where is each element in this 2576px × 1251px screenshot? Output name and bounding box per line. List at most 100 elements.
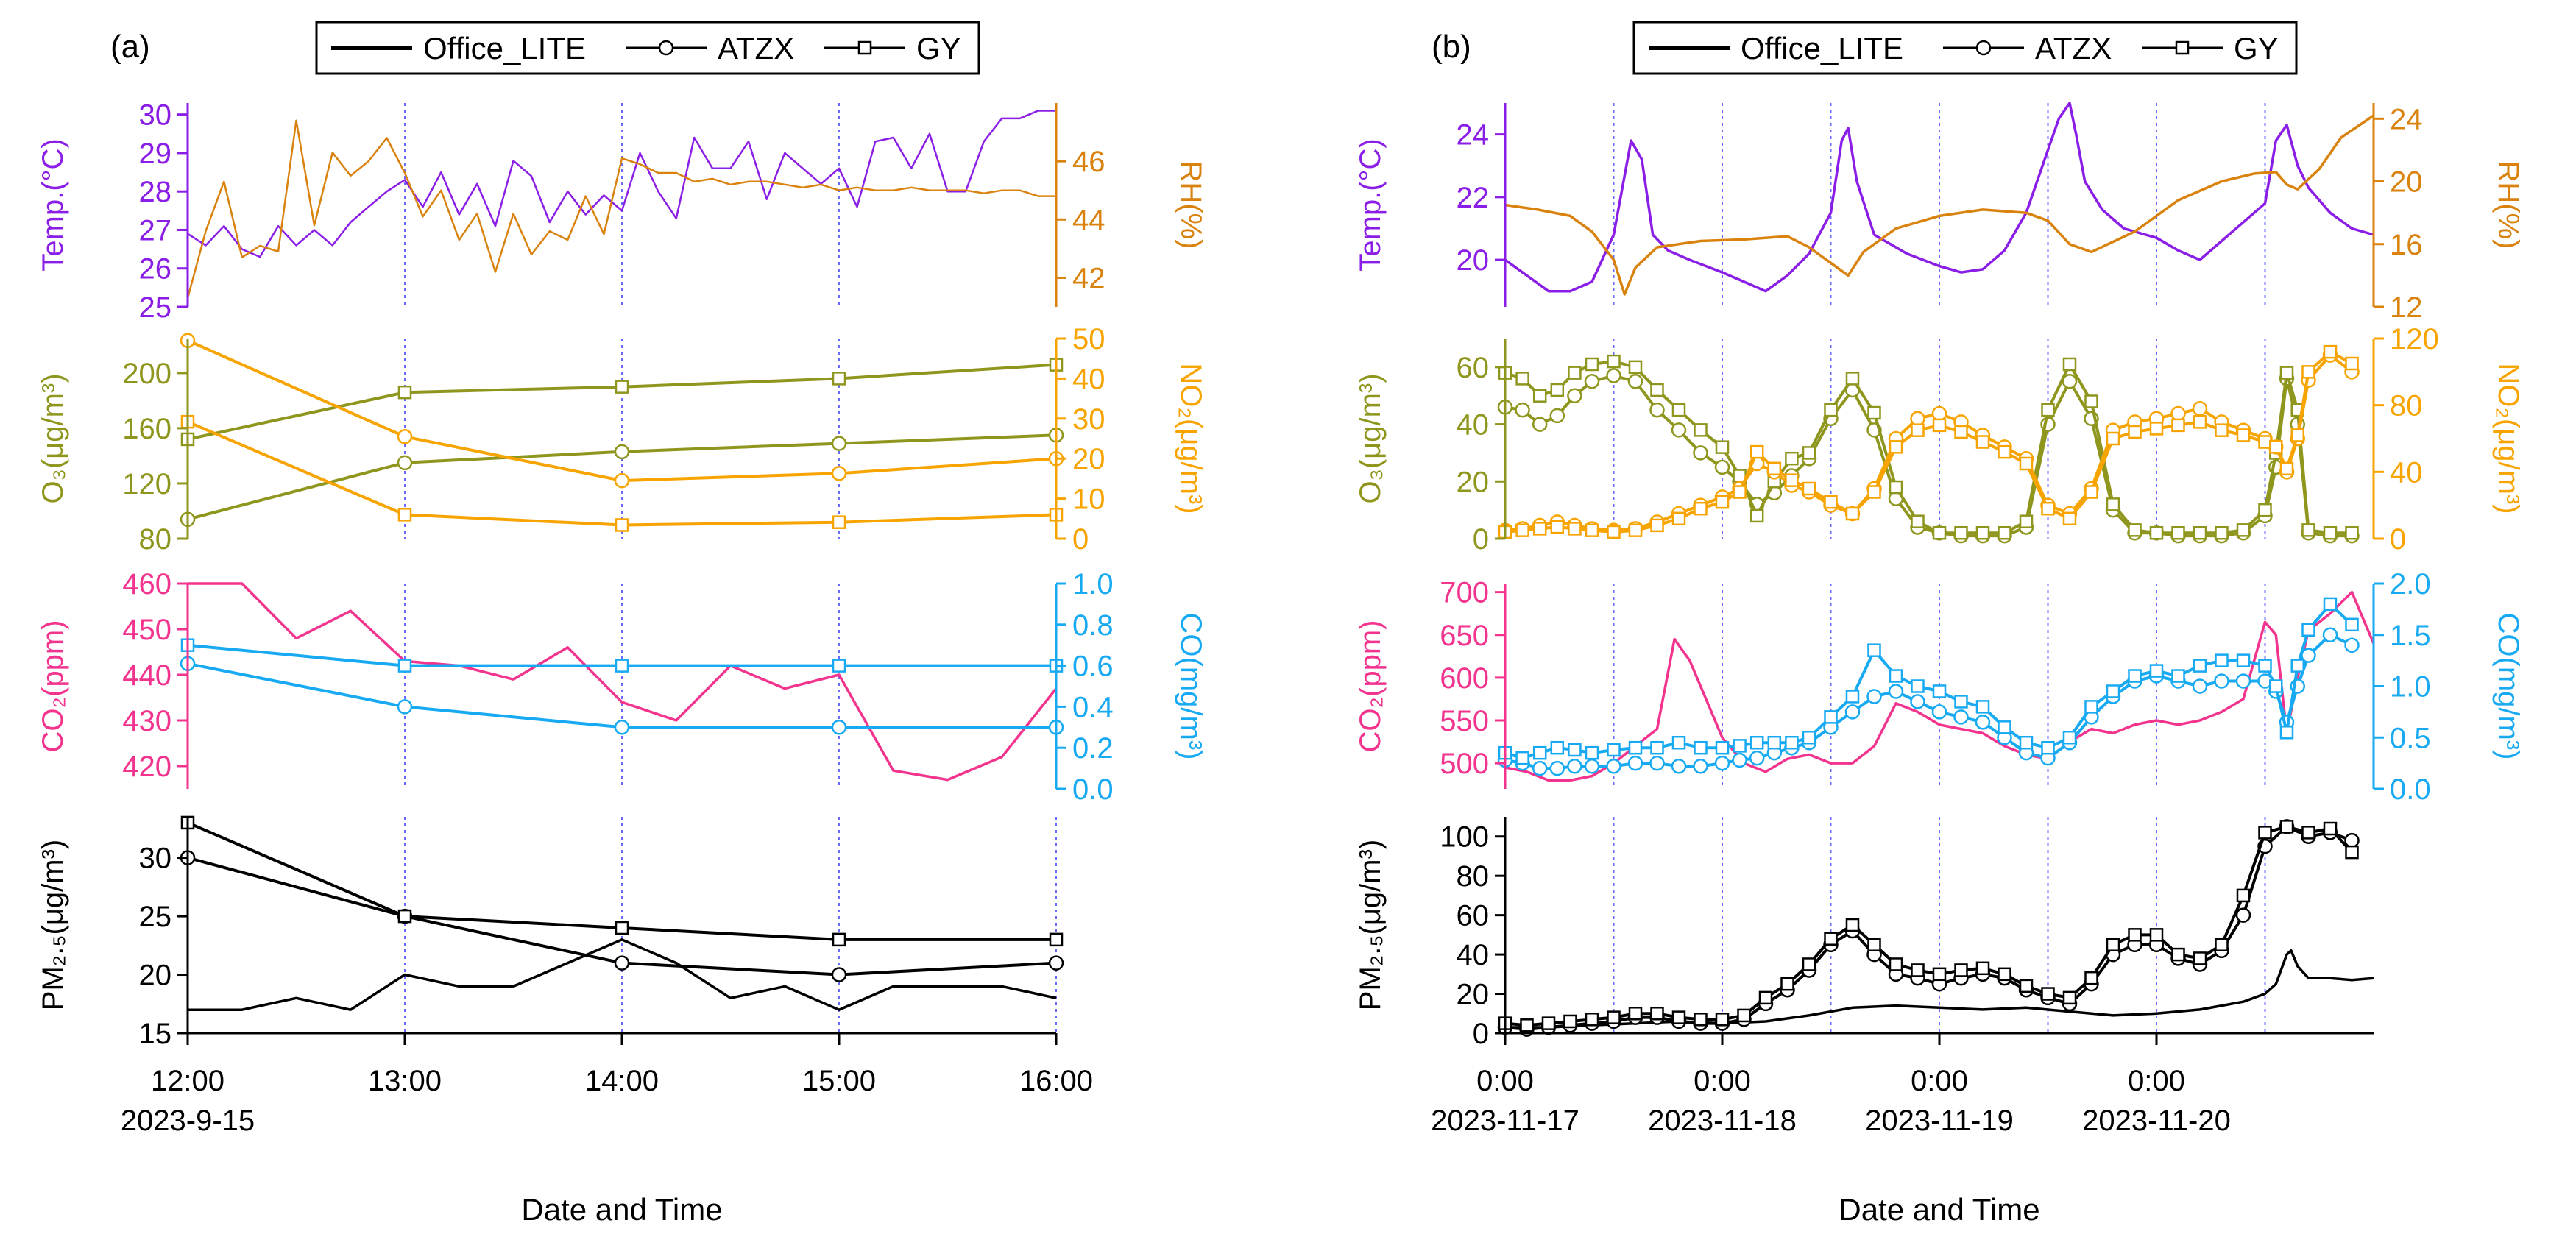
data-point — [1911, 679, 1925, 693]
data-point — [2258, 503, 2272, 517]
data-point — [615, 921, 629, 935]
series-line — [1504, 374, 2352, 538]
left-tick-label: 420 — [122, 751, 171, 783]
data-point — [1780, 977, 1794, 991]
right-tick-label: 30 — [1072, 403, 1105, 436]
data-point — [1693, 759, 1708, 774]
right-tick-label: 46 — [1072, 146, 1105, 178]
x-tick-label: 0:00 — [1911, 1065, 1968, 1097]
data-point — [2106, 431, 2120, 446]
data-point — [1049, 932, 1064, 947]
left-tick-label: 460 — [122, 568, 171, 600]
data-point — [1733, 485, 1747, 499]
right-axis-label: RH(%) — [2492, 161, 2524, 249]
left-tick-label: 450 — [122, 614, 171, 646]
right-tick-label: 20 — [2390, 166, 2423, 199]
data-point — [2193, 525, 2207, 540]
panel-label: (a) — [110, 29, 150, 65]
data-point — [1931, 704, 1947, 720]
left-axis-label: Temp.(°C) — [1354, 138, 1387, 271]
x-tick-label: 0:00 — [1476, 1065, 1534, 1097]
data-point — [1671, 759, 1687, 774]
right-tick-label: 0 — [2390, 523, 2406, 556]
legend-marker — [1975, 40, 1992, 56]
data-point — [2345, 845, 2359, 860]
data-point — [1802, 957, 1816, 971]
data-point — [2345, 356, 2359, 371]
data-point — [1584, 759, 1600, 774]
x-tick-label: 14:00 — [585, 1065, 659, 1097]
left-tick-label: 22 — [1457, 182, 1490, 214]
right-tick-label: 0.2 — [1072, 732, 1114, 765]
legend-label: GY — [2234, 31, 2279, 65]
series-line — [1504, 114, 2374, 296]
right-tick-label: 50 — [1072, 323, 1105, 355]
data-point — [2290, 659, 2304, 673]
x-date-label: 2023-11-20 — [2082, 1105, 2231, 1137]
data-point — [1867, 485, 1881, 499]
data-point — [1694, 423, 1708, 437]
left-tick-label: 25 — [139, 291, 172, 324]
data-point — [1758, 990, 1773, 1005]
data-point — [1650, 383, 1664, 397]
data-point — [1910, 694, 1925, 709]
data-point — [2084, 394, 2098, 408]
series-line — [1504, 590, 2375, 782]
data-point — [1802, 731, 1816, 745]
left-tick-label: 0 — [1473, 523, 1489, 556]
data-point — [1048, 955, 1064, 971]
data-point — [1607, 743, 1621, 757]
x-tick-label: 13:00 — [368, 1065, 442, 1097]
data-point — [1563, 1014, 1577, 1029]
x-axis-title: Date and Time — [1839, 1192, 2039, 1227]
right-axis-label: NO₂(μg/m³) — [2492, 363, 2524, 514]
data-point — [832, 515, 846, 529]
data-point — [1515, 523, 1529, 537]
data-point — [1532, 745, 1547, 760]
right-tick-label: 0.8 — [1072, 609, 1114, 642]
data-point — [1627, 755, 1643, 771]
left-axis-label: O₃(μg/m³) — [37, 373, 69, 503]
data-point — [2236, 653, 2251, 667]
data-point — [2279, 726, 2294, 740]
left-tick-label: 15 — [139, 1018, 172, 1050]
data-point — [2149, 928, 2164, 942]
data-point — [1932, 525, 1947, 540]
data-point — [2236, 428, 2251, 442]
data-point — [2019, 735, 2034, 750]
data-point — [2258, 826, 2272, 840]
data-point — [1954, 963, 1968, 977]
data-point — [1954, 695, 1968, 709]
data-point — [2106, 684, 2120, 698]
data-point — [614, 955, 630, 971]
data-point — [2193, 951, 2207, 965]
data-point — [832, 372, 846, 386]
left-tick-label: 550 — [1440, 705, 1489, 737]
data-point — [1515, 751, 1529, 765]
left-tick-label: 440 — [122, 659, 171, 692]
data-point — [1567, 759, 1582, 774]
data-point — [1671, 1010, 1686, 1024]
data-point — [2301, 365, 2315, 379]
data-point — [2041, 501, 2055, 516]
data-point — [1733, 739, 1747, 753]
data-point — [2258, 659, 2272, 673]
left-axis-label: O₃(μg/m³) — [1354, 373, 1387, 503]
data-point — [1671, 422, 1687, 438]
data-point — [2279, 461, 2294, 476]
data-point — [2041, 740, 2055, 755]
data-point — [1567, 388, 1582, 403]
left-tick-label: 40 — [1457, 409, 1490, 442]
data-point — [1998, 444, 2011, 459]
data-point — [831, 436, 847, 451]
legend-label: GY — [916, 31, 961, 65]
data-point — [1998, 525, 2011, 540]
data-point — [1749, 750, 1765, 766]
data-point — [1650, 740, 1664, 755]
data-point — [1628, 1007, 1643, 1021]
left-tick-label: 29 — [139, 138, 172, 170]
data-point — [1607, 1010, 1621, 1024]
series-line — [1504, 825, 2353, 1031]
legend-label: Office_LITE — [423, 31, 586, 65]
